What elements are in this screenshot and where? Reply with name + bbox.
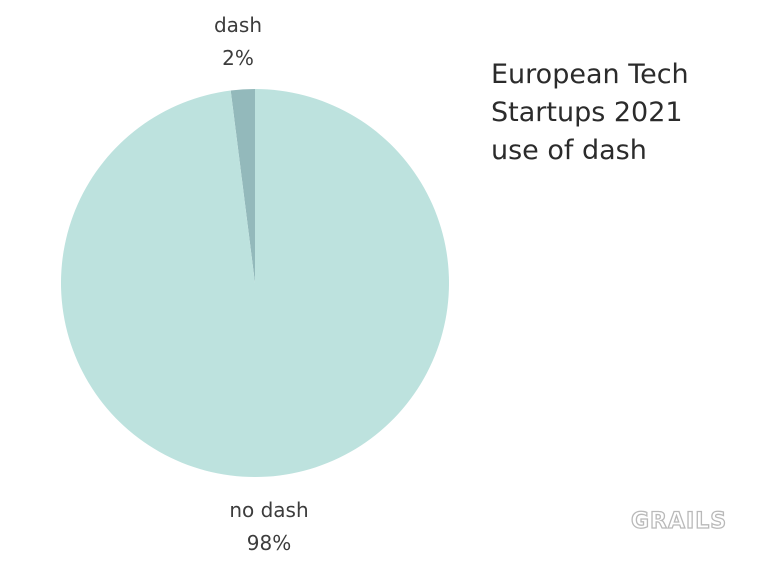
slice-label-no-dash: no dash (229, 498, 308, 522)
slice-value-no-dash: 98% (247, 531, 291, 555)
pie-slices (60, 89, 449, 477)
pie-slice-no-dash (60, 89, 449, 477)
pie-slice-dash (230, 89, 255, 283)
chart-title-line-1: European Tech (491, 59, 689, 90)
chart-title: European Tech Startups 2021 use of dash (491, 56, 741, 170)
grails-logo: GRAILS (630, 508, 728, 534)
slice-label-dash: dash (214, 13, 262, 37)
pie-labels: dash 2% no dash 98% (214, 13, 309, 555)
chart-title-line-2: Startups 2021 (491, 97, 683, 128)
slice-value-dash: 2% (222, 46, 254, 70)
chart-title-line-3: use of dash (491, 135, 647, 166)
